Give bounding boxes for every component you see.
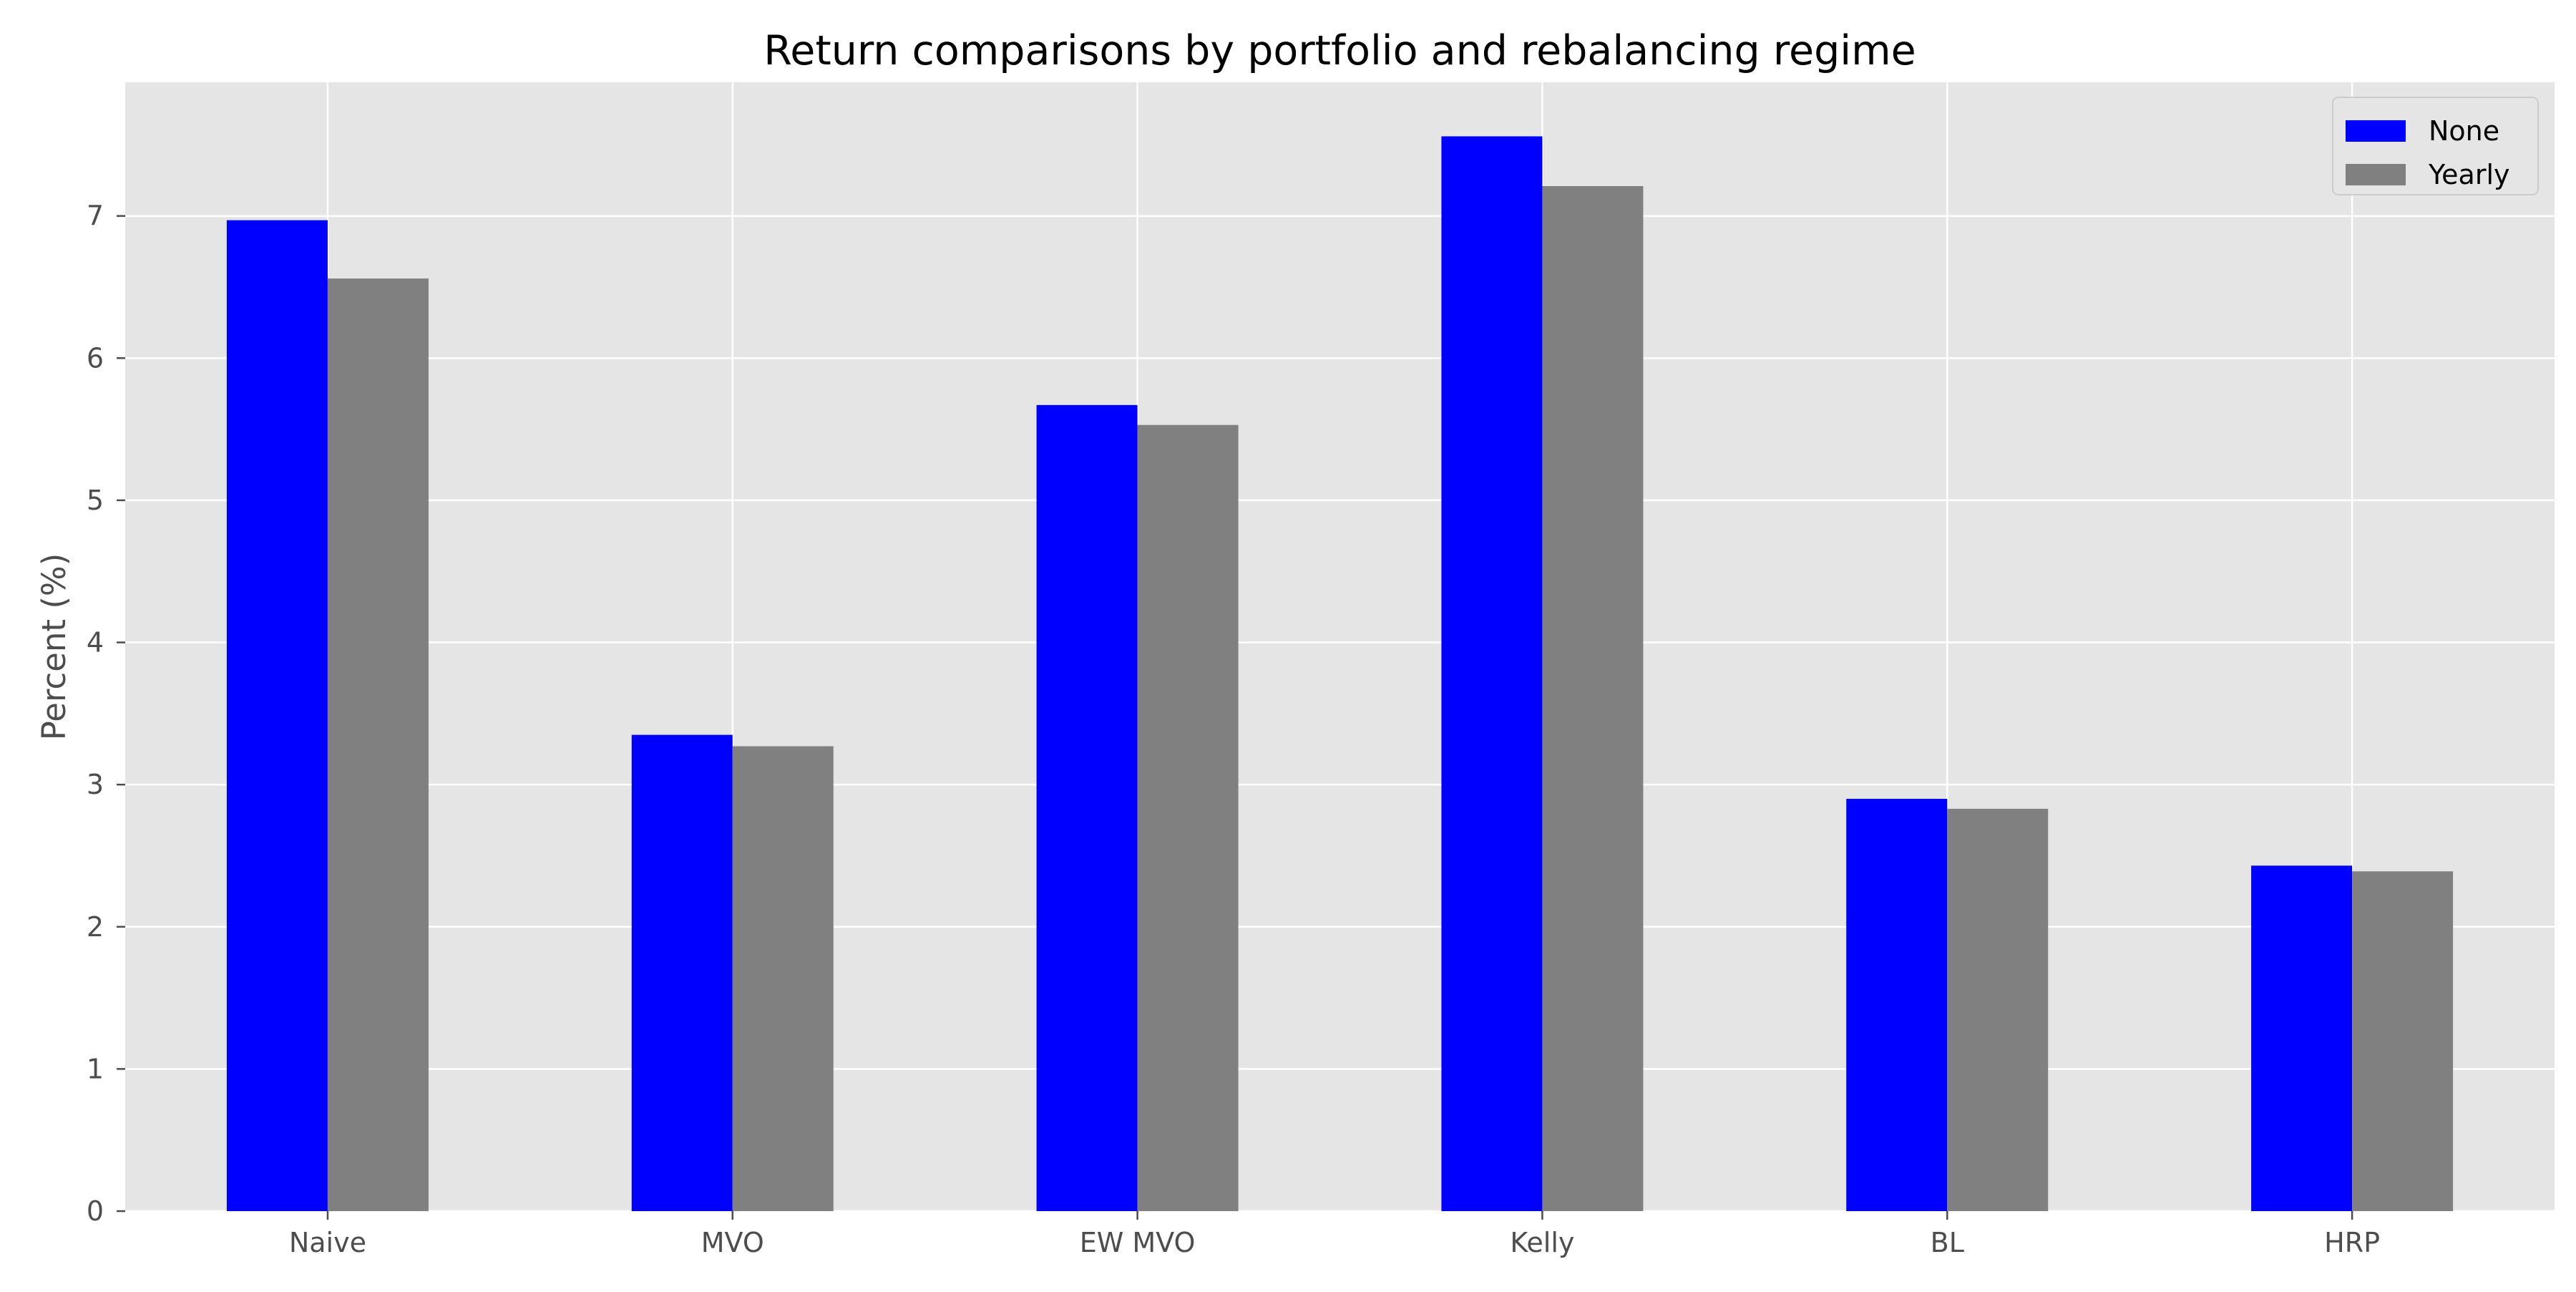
bar-yearly-naive — [327, 278, 429, 1212]
y-axis-ticks: 0 1 2 3 4 5 6 7 — [87, 200, 125, 1227]
plot-area — [125, 82, 2555, 1211]
bar-yearly-kelly — [1542, 185, 1644, 1212]
y-tick-label: 5 — [87, 485, 104, 516]
y-axis-label: Percent (%) — [35, 553, 73, 741]
legend-label-yearly: Yearly — [2428, 159, 2510, 190]
x-tick-label: Kelly — [1510, 1227, 1574, 1258]
x-axis-ticks: Naive MVO EW MVO Kelly BL HRP — [289, 1211, 2380, 1258]
bar-none-ew-mvo — [1036, 404, 1138, 1211]
y-tick-label: 0 — [87, 1195, 104, 1227]
y-tick-label: 7 — [87, 200, 104, 232]
x-tick-label: MVO — [701, 1227, 764, 1258]
y-tick-label: 1 — [87, 1053, 104, 1084]
x-tick-label: EW MVO — [1080, 1227, 1196, 1258]
bar-yearly-mvo — [732, 746, 834, 1211]
y-tick-label: 3 — [87, 769, 104, 800]
x-tick-label: Naive — [289, 1227, 366, 1258]
bar-yearly-hrp — [2352, 871, 2454, 1211]
bar-yearly-bl — [1947, 808, 2049, 1211]
chart-title: Return comparisons by portfolio and reba… — [763, 27, 1916, 74]
legend-swatch-yearly — [2346, 164, 2406, 185]
bar-none-naive — [226, 220, 328, 1212]
y-tick-label: 4 — [87, 627, 104, 659]
y-tick-label: 2 — [87, 911, 104, 943]
legend-label-none: None — [2429, 115, 2499, 147]
legend-swatch-none — [2346, 120, 2406, 142]
bar-none-kelly — [1441, 136, 1543, 1212]
bars — [226, 136, 2454, 1212]
bar-none-mvo — [631, 734, 733, 1211]
y-tick-label: 6 — [87, 342, 104, 374]
x-tick-label: BL — [1931, 1227, 1964, 1258]
legend: None Yearly — [2332, 97, 2539, 195]
bar-yearly-ew-mvo — [1137, 424, 1239, 1212]
bar-none-hrp — [2251, 865, 2353, 1211]
x-tick-label: HRP — [2324, 1227, 2380, 1258]
bar-none-bl — [1846, 799, 1948, 1211]
